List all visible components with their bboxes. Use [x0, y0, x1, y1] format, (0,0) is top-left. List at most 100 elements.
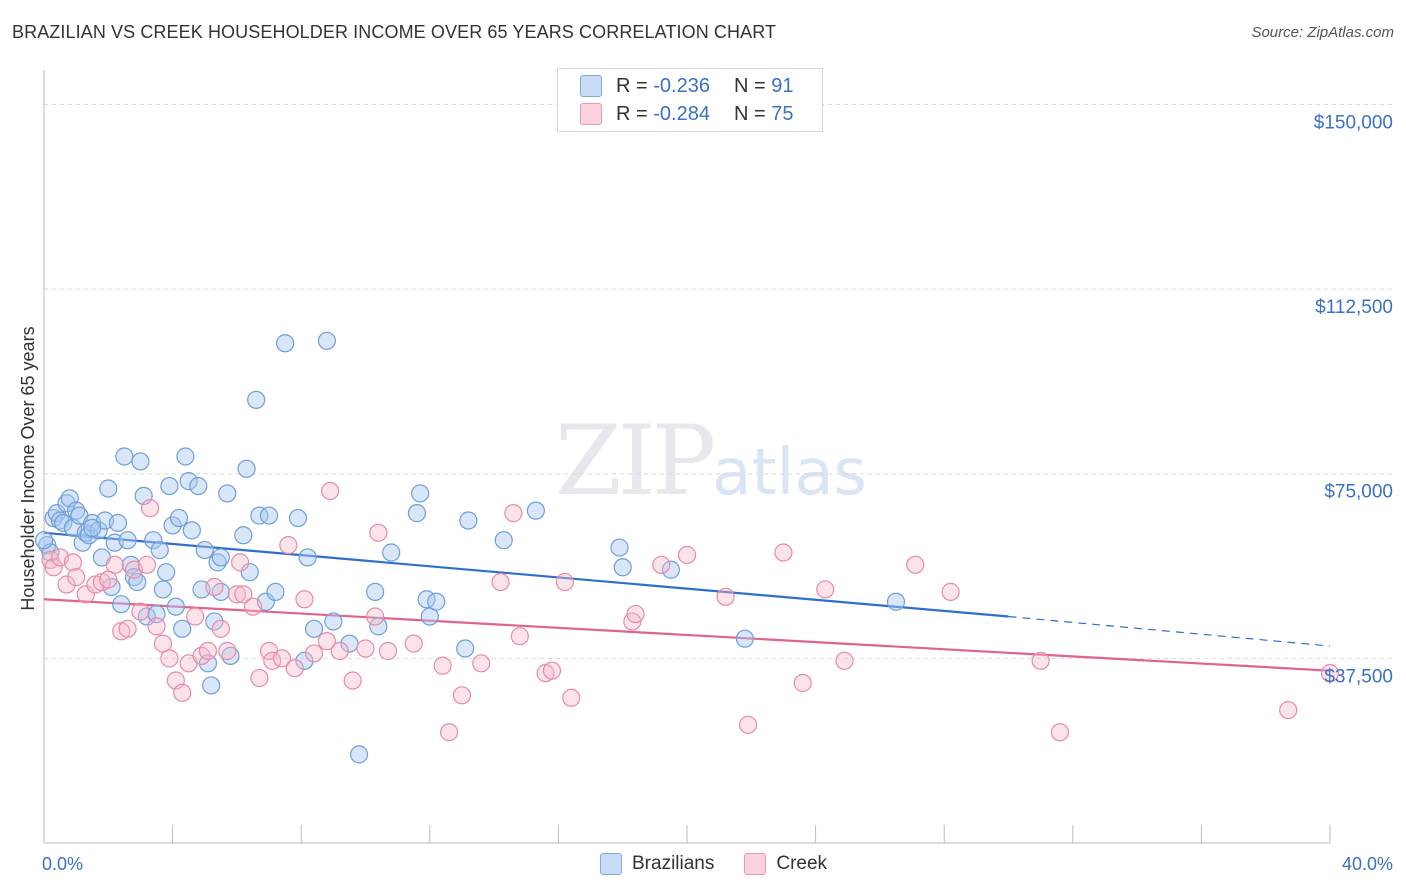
data-point	[439, 723, 459, 742]
data-point	[459, 511, 478, 530]
data-point	[317, 632, 337, 651]
r-label: R =	[616, 102, 648, 125]
data-point	[186, 607, 205, 626]
y-tick-label: $112,500	[1315, 297, 1393, 318]
legend-swatch-blue	[600, 853, 622, 875]
watermark-zip: ZIP	[555, 405, 716, 517]
data-point	[626, 604, 645, 624]
data-point	[163, 516, 182, 535]
data-point	[816, 580, 835, 599]
series-legend: Brazilians Creek	[600, 852, 857, 876]
data-point	[173, 619, 192, 638]
data-point	[304, 619, 324, 638]
data-point	[208, 553, 227, 572]
data-point	[118, 619, 137, 638]
data-point	[738, 715, 758, 734]
legend-item-creek[interactable]: Creek	[744, 853, 827, 875]
data-point	[189, 476, 208, 496]
data-point	[886, 592, 906, 611]
data-point	[211, 619, 230, 638]
data-point	[793, 673, 812, 693]
legend-item-brazilians[interactable]: Brazilians	[600, 853, 714, 875]
n-value: 75	[771, 102, 794, 125]
data-point	[57, 494, 76, 513]
data-point	[63, 553, 83, 572]
data-point	[452, 686, 472, 705]
data-point	[1279, 700, 1298, 720]
data-point	[34, 531, 54, 550]
data-point	[906, 555, 925, 574]
data-point	[382, 543, 401, 562]
data-point	[179, 472, 198, 491]
data-point	[147, 617, 166, 636]
data-point	[613, 558, 632, 577]
legend-label: Brazilians	[632, 853, 715, 874]
data-point	[298, 548, 317, 567]
data-point	[266, 582, 285, 601]
data-points	[34, 331, 1340, 764]
data-point	[324, 612, 343, 631]
data-point	[317, 331, 337, 350]
r-value: -0.284	[653, 102, 710, 125]
data-point	[247, 390, 266, 409]
data-point	[735, 629, 754, 648]
data-point	[304, 644, 324, 663]
data-point	[173, 683, 192, 702]
legend-row-creek: R = -0.284 N = 75	[580, 101, 794, 127]
data-point	[243, 597, 263, 616]
data-point	[234, 585, 253, 604]
x-tick-label: 0.0%	[42, 854, 83, 874]
data-point	[610, 538, 629, 557]
n-label: N =	[734, 74, 766, 97]
data-point	[295, 651, 314, 670]
data-point	[330, 641, 349, 661]
data-point	[99, 479, 118, 498]
data-point	[227, 585, 246, 604]
data-point	[198, 654, 218, 673]
data-point	[182, 521, 201, 540]
data-point	[166, 597, 185, 616]
data-point	[288, 508, 308, 528]
data-point	[279, 536, 298, 555]
data-point	[1050, 723, 1070, 742]
legend-swatch-blue	[580, 75, 602, 97]
data-point	[652, 555, 671, 574]
data-point	[150, 540, 169, 560]
data-point	[555, 572, 574, 592]
data-point	[941, 582, 960, 601]
data-point	[356, 639, 375, 658]
data-point	[205, 612, 224, 631]
trend-line-brazilians	[43, 531, 1009, 618]
data-point	[67, 501, 86, 520]
data-point	[198, 641, 218, 661]
data-point	[131, 452, 150, 471]
data-point	[131, 602, 150, 621]
legend-row-brazilians: R = -0.236 N = 91	[580, 73, 794, 99]
data-point	[250, 506, 269, 525]
y-tick-label: $75,000	[1324, 482, 1393, 503]
data-point	[211, 548, 230, 567]
data-point	[774, 543, 793, 562]
data-point	[83, 518, 102, 537]
data-point	[366, 582, 385, 601]
data-point	[295, 590, 314, 609]
n-value: 91	[771, 74, 794, 97]
data-point	[202, 676, 221, 695]
data-point	[472, 654, 491, 673]
data-point	[433, 656, 452, 675]
trend-lines	[43, 531, 1331, 672]
watermark: ZIPatlas	[555, 405, 867, 517]
data-point	[221, 646, 240, 666]
data-point	[276, 334, 295, 353]
data-point	[1320, 664, 1340, 683]
data-point	[140, 499, 160, 518]
data-point	[369, 617, 388, 636]
data-point	[272, 649, 292, 668]
data-point	[491, 572, 510, 592]
data-point	[542, 661, 562, 680]
data-point	[160, 649, 179, 668]
data-point	[427, 592, 446, 611]
data-point	[835, 651, 854, 670]
data-point	[108, 513, 128, 533]
